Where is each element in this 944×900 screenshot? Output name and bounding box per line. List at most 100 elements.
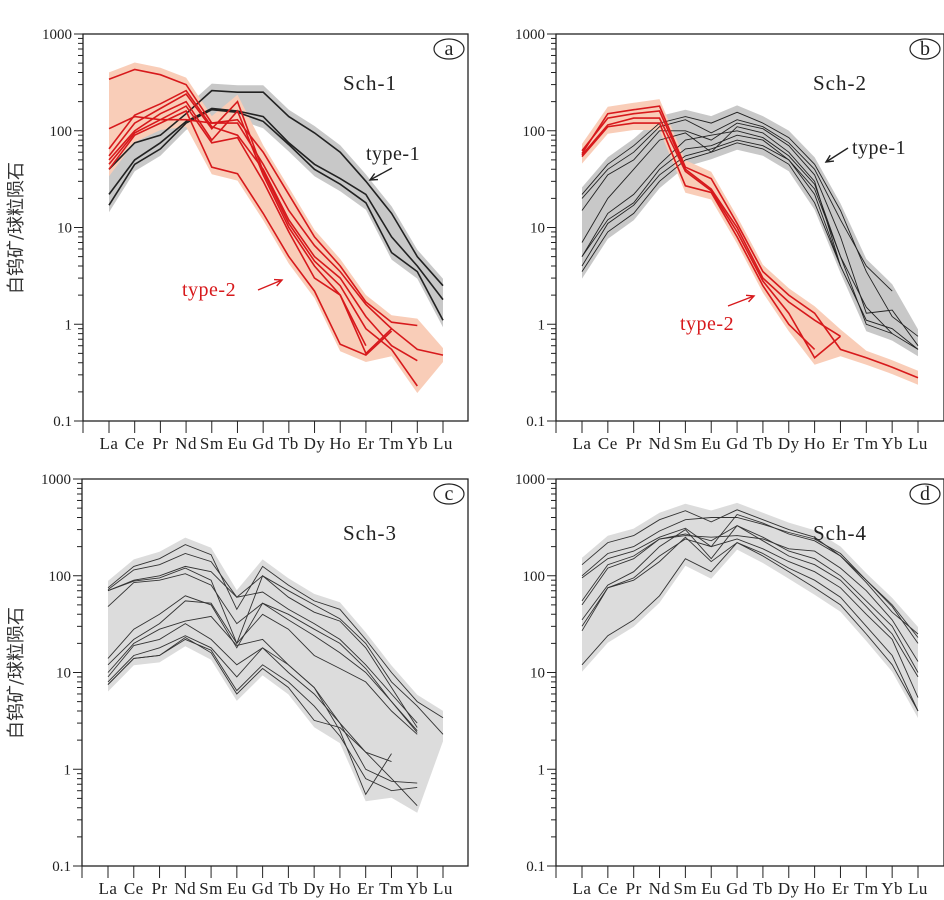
annotation-type-1: type-1 bbox=[366, 143, 420, 165]
x-tick-label-Ce: Ce bbox=[598, 879, 618, 898]
series-line-c-2 bbox=[107, 553, 444, 735]
panel-c: 1000 100 10 1 0.1 La Ce Pr Nd Sm Eu Gd Tb Dy Ho Er Tm Yb L… bbox=[6, 472, 469, 898]
x-tick-label-Tb: Tb bbox=[279, 434, 299, 453]
y-tick-label: 10 bbox=[57, 221, 72, 237]
x-tick-label-Eu: Eu bbox=[227, 879, 247, 898]
series-line-type-1-4 bbox=[581, 126, 919, 350]
x-tick-label-Dy: Dy bbox=[778, 879, 800, 898]
y-tick-label: 0.1 bbox=[52, 859, 71, 875]
y-tick-label: 0.1 bbox=[53, 414, 72, 430]
envelope-band-type-2 bbox=[109, 62, 443, 393]
x-tick-label-Sm: Sm bbox=[199, 879, 223, 898]
x-tick-label-Pr: Pr bbox=[626, 434, 642, 453]
panel-tag-circle bbox=[433, 38, 465, 60]
x-tick-label-Gd: Gd bbox=[252, 879, 274, 898]
x-tick-label-Gd: Gd bbox=[726, 434, 748, 453]
x-tick-label-Lu: Lu bbox=[433, 434, 453, 453]
series-line-type-2-3 bbox=[581, 117, 842, 360]
series-line-type-1-2 bbox=[581, 119, 893, 292]
panel-tag-circle bbox=[909, 38, 941, 60]
x-tick-label-Er: Er bbox=[832, 434, 849, 453]
x-tick-label-Tb: Tb bbox=[753, 879, 773, 898]
y-tick-label: 0.1 bbox=[526, 859, 545, 875]
y-tick-label: 0.1 bbox=[526, 414, 545, 430]
x-tick-label-Er: Er bbox=[357, 879, 374, 898]
x-tick-label-Ce: Ce bbox=[125, 434, 145, 453]
y-tick-label: 10 bbox=[530, 666, 545, 682]
envelope-band-Sch-4 bbox=[582, 502, 918, 718]
x-tick-label-Pr: Pr bbox=[152, 434, 168, 453]
arrow-type-1-shaft bbox=[825, 147, 849, 163]
x-tick-label-La: La bbox=[573, 434, 592, 453]
x-tick-label-Eu: Eu bbox=[701, 434, 721, 453]
panel-d: 1000 100 10 1 0.1 La Ce Pr Nd Sm Eu Gd Tb Dy Ho Er Tm Yb L… bbox=[515, 472, 944, 898]
y-tick-label: 10 bbox=[530, 221, 545, 237]
x-tick-label-Yb: Yb bbox=[406, 879, 428, 898]
annotation-type-2: type-2 bbox=[182, 279, 236, 301]
y-tick-label: 1000 bbox=[515, 27, 545, 43]
arrow-type-2-head bbox=[273, 278, 284, 287]
panel-title: Sch-4 bbox=[813, 521, 867, 545]
x-tick-label-Ho: Ho bbox=[329, 879, 351, 898]
panel-tag-label: d bbox=[920, 483, 930, 505]
x-tick-label-Tb: Tb bbox=[753, 434, 773, 453]
series-line-c-3 bbox=[107, 565, 418, 724]
arrow-type-2-shaft bbox=[727, 295, 755, 307]
series-line-d-7 bbox=[581, 538, 919, 698]
x-tick-label-La: La bbox=[100, 434, 119, 453]
x-tick-label-Yb: Yb bbox=[881, 879, 903, 898]
series-line-d-8 bbox=[581, 536, 919, 712]
series-line-type-1-8 bbox=[581, 142, 841, 272]
annotation-type-2: type-2 bbox=[680, 313, 734, 335]
x-tick-label-Nd: Nd bbox=[649, 879, 671, 898]
x-tick-label-La: La bbox=[573, 879, 592, 898]
x-tick-label-Lu: Lu bbox=[433, 879, 453, 898]
x-tick-label-Ho: Ho bbox=[804, 434, 826, 453]
panel-tag-label: b bbox=[920, 38, 930, 60]
x-tick-label-Nd: Nd bbox=[649, 434, 671, 453]
y-tick-label: 1 bbox=[538, 762, 546, 778]
y-tick-label: 1 bbox=[538, 317, 546, 333]
series-line-type-2-4 bbox=[108, 92, 418, 387]
series-line-d-4 bbox=[581, 535, 919, 662]
panel-a: 1000 100 10 1 0.1 La Ce Pr Nd Sm Eu Gd Tb Dy Ho Er Tm Yb L… bbox=[6, 27, 469, 453]
series-line-type-1-6 bbox=[581, 134, 893, 334]
series-line-type-1-7 bbox=[581, 139, 841, 267]
panel-tag-label: a bbox=[445, 38, 454, 60]
x-tick-label-Ho: Ho bbox=[329, 434, 351, 453]
x-tick-label-La: La bbox=[99, 879, 118, 898]
panel-tag-circle bbox=[433, 483, 465, 505]
series-line-c-8 bbox=[107, 615, 392, 763]
panel-b: 1000 100 10 1 0.1 La Ce Pr Nd Sm Eu Gd Tb Dy Ho Er Tm Yb L… bbox=[515, 27, 944, 453]
arrow-type-2-head bbox=[745, 294, 756, 303]
arrow-type-1-head bbox=[824, 154, 835, 163]
series-line-type-2-4 bbox=[581, 122, 816, 350]
series-line-type-2-7 bbox=[108, 109, 393, 357]
y-tick-label: 10 bbox=[56, 666, 71, 682]
series-line-type-1-1 bbox=[581, 111, 919, 337]
y-tick-label: 100 bbox=[523, 569, 546, 585]
y-axis-label: 白钨矿/球粒陨石 bbox=[6, 607, 27, 739]
x-tick-label-Lu: Lu bbox=[908, 434, 928, 453]
series-line-type-1-2 bbox=[108, 107, 444, 301]
x-tick-label-Eu: Eu bbox=[228, 434, 248, 453]
y-tick-label: 1000 bbox=[42, 27, 72, 43]
series-line-type-2-1 bbox=[581, 105, 919, 379]
x-tick-label-Tm: Tm bbox=[379, 879, 404, 898]
series-line-c-12 bbox=[107, 638, 418, 792]
arrow-type-1-head bbox=[368, 173, 379, 181]
x-tick-label-Ho: Ho bbox=[804, 879, 826, 898]
x-tick-label-Nd: Nd bbox=[174, 879, 196, 898]
x-tick-label-Pr: Pr bbox=[626, 879, 642, 898]
annotation-type-1: type-1 bbox=[852, 137, 906, 159]
series-line-type-2-1 bbox=[108, 68, 418, 327]
x-tick-label-Tm: Tm bbox=[854, 879, 879, 898]
y-tick-label: 1 bbox=[64, 762, 72, 778]
arrow-type-2-shaft bbox=[257, 279, 283, 291]
panel-title: Sch-2 bbox=[813, 71, 867, 95]
y-tick-label: 1000 bbox=[41, 472, 71, 488]
x-tick-label-Pr: Pr bbox=[151, 879, 167, 898]
arrow-type-1-shaft bbox=[369, 167, 393, 181]
panel-tag-label: c bbox=[445, 483, 454, 505]
